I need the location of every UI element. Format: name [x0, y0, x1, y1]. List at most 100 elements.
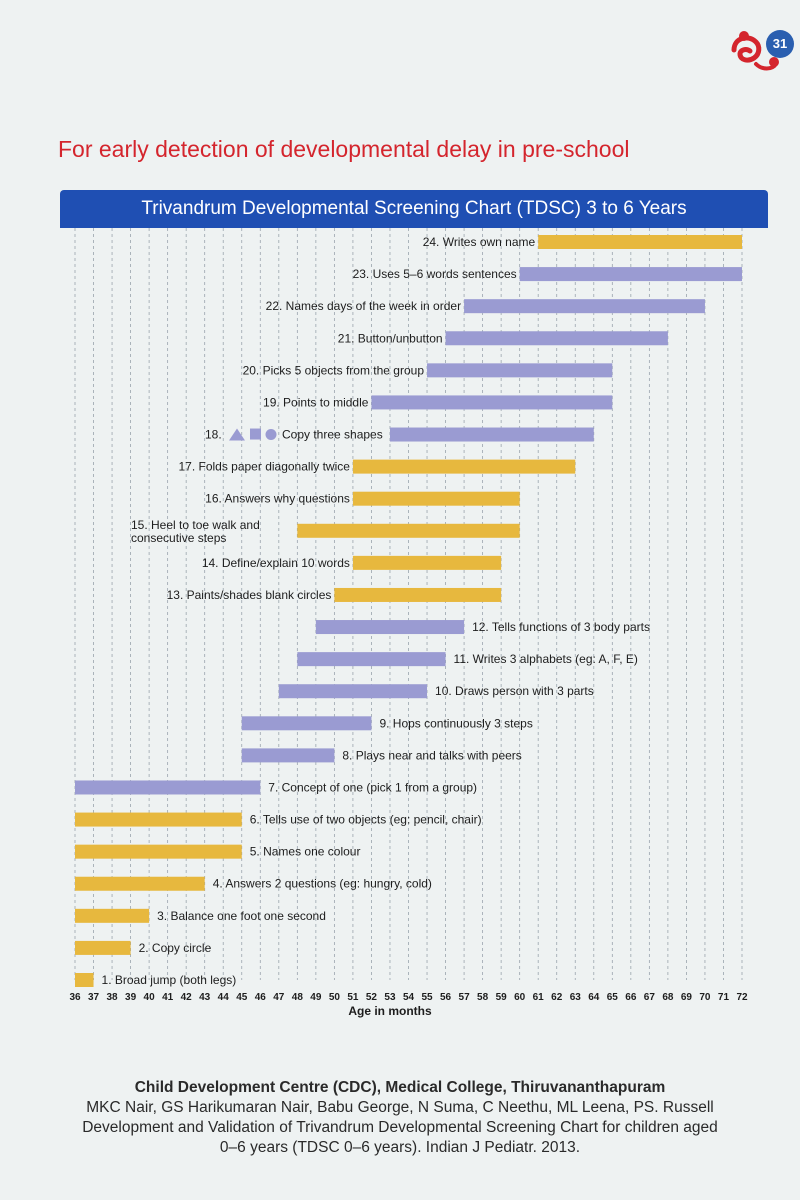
- chart-bars: [75, 235, 742, 987]
- milestone-label: 16. Answers why questions: [205, 492, 350, 506]
- tdsc-chart: 24. Writes own name 23. Uses 5–6 words se…: [69, 228, 748, 1018]
- chart-title: Trivandrum Developmental Screening Chart…: [60, 190, 768, 228]
- x-tick-label: 50: [329, 992, 341, 1003]
- x-tick-label: 36: [69, 992, 81, 1003]
- x-tick-label: 41: [162, 992, 174, 1003]
- milestone-bar: [75, 812, 242, 827]
- x-tick-label: 53: [384, 992, 396, 1003]
- x-tick-label: 38: [106, 992, 118, 1003]
- x-tick-label: 46: [255, 992, 267, 1003]
- milestone-bar: [538, 235, 742, 249]
- milestone-label: 22. Names days of the week in order: [266, 299, 461, 313]
- milestone-bar: [371, 395, 613, 410]
- milestone-bar: [75, 973, 94, 987]
- milestone-bar: [75, 844, 242, 859]
- milestone-bar: [75, 940, 131, 955]
- x-tick-label: 68: [662, 992, 674, 1003]
- milestone-bar: [464, 299, 705, 314]
- milestone-bar: [352, 555, 502, 570]
- x-tick-label: 48: [292, 992, 304, 1003]
- x-tick-label: 57: [459, 992, 471, 1003]
- credits-authors: MKC Nair, GS Harikumaran Nair, Babu Geor…: [86, 1099, 714, 1116]
- page-subtitle: For early detection of developmental del…: [58, 136, 630, 162]
- x-tick-label: 66: [625, 992, 637, 1003]
- milestone-label: 13. Paints/shades blank circles: [167, 588, 332, 602]
- milestone-label: 14. Define/explain 10 words: [202, 556, 350, 570]
- x-tick-label: 51: [347, 992, 359, 1003]
- milestone-label: 12. Tells functions of 3 body parts: [472, 620, 650, 634]
- milestone-label: 15. Heel to toe walk and: [131, 518, 260, 532]
- milestone-label: 3. Balance one foot one second: [157, 909, 326, 923]
- milestone-label: 17. Folds paper diagonally twice: [178, 460, 350, 474]
- x-tick-label: 52: [366, 992, 378, 1003]
- milestone-bar: [519, 267, 742, 282]
- milestone-label-2: Copy three shapes: [282, 428, 383, 442]
- x-tick-label: 71: [718, 992, 730, 1003]
- x-tick-label: 72: [736, 992, 748, 1003]
- chart-labels: 24. Writes own name 23. Uses 5–6 words se…: [102, 235, 650, 987]
- x-tick-label: 55: [421, 992, 433, 1003]
- milestone-label: 8. Plays near and talks with peers: [342, 748, 521, 762]
- x-tick-label: 56: [440, 992, 452, 1003]
- x-tick-label: 40: [144, 992, 156, 1003]
- milestone-bar: [352, 459, 576, 474]
- milestone-bar: [315, 620, 465, 635]
- milestone-bar: [241, 748, 335, 763]
- duck-logo-icon: [731, 31, 779, 71]
- milestone-label: 6. Tells use of two objects (eg: pencil,…: [250, 813, 482, 827]
- x-tick-label: 45: [236, 992, 248, 1003]
- milestone-label: 2. Copy circle: [139, 941, 212, 955]
- credits: Child Development Centre (CDC), Medical …: [0, 1078, 800, 1158]
- x-tick-label: 61: [533, 992, 545, 1003]
- credits-citation-2: 0–6 years (TDSC 0–6 years). Indian J Ped…: [219, 1139, 581, 1156]
- milestone-label-2: consecutive steps: [131, 531, 226, 545]
- milestone-bar: [241, 716, 372, 731]
- shapes-icon: [229, 428, 277, 441]
- milestone-bar: [445, 331, 668, 346]
- milestone-label: 9. Hops continuously 3 steps: [379, 716, 532, 730]
- milestone-bar: [278, 684, 428, 699]
- x-tick-label: 39: [125, 992, 137, 1003]
- milestone-label: 23. Uses 5–6 words sentences: [353, 267, 517, 281]
- x-tick-label: 47: [273, 992, 285, 1003]
- milestone-bar: [297, 652, 446, 667]
- milestone-label: 7. Concept of one (pick 1 from a group): [268, 780, 477, 794]
- x-tick-label: 69: [681, 992, 693, 1003]
- x-tick-label: 58: [477, 992, 489, 1003]
- x-tick-label: 49: [310, 992, 322, 1003]
- chart-x-axis-label: Age in months: [348, 1004, 432, 1018]
- x-tick-label: 62: [551, 992, 563, 1003]
- milestone-label: 5. Names one colour: [250, 845, 361, 859]
- x-tick-label: 44: [218, 992, 230, 1003]
- credits-citation-1: Development and Validation of Trivandrum…: [82, 1119, 718, 1136]
- milestone-label: 4. Answers 2 questions (eg: hungry, cold…: [213, 877, 432, 891]
- x-tick-label: 70: [699, 992, 711, 1003]
- x-tick-label: 42: [181, 992, 193, 1003]
- x-tick-label: 64: [588, 992, 600, 1003]
- milestone-label: 11. Writes 3 alphabets (eg: A, F, E): [454, 652, 638, 666]
- milestone-label: 20. Picks 5 objects from the group: [243, 363, 425, 377]
- milestone-bar: [297, 523, 520, 538]
- milestone-bar: [75, 876, 205, 891]
- milestone-bar: [75, 780, 261, 795]
- x-tick-label: 63: [570, 992, 582, 1003]
- milestone-label: 21. Button/unbutton: [338, 331, 443, 345]
- x-tick-label: 37: [88, 992, 100, 1003]
- milestone-label: 24. Writes own name: [423, 235, 536, 249]
- milestone-label: 18.: [205, 428, 222, 442]
- credits-organization: Child Development Centre (CDC), Medical …: [134, 1079, 666, 1096]
- x-tick-label: 60: [514, 992, 526, 1003]
- page-number: 31: [766, 30, 794, 58]
- milestone-bar: [75, 908, 150, 923]
- milestone-bar: [427, 363, 613, 378]
- milestone-label: 1. Broad jump (both legs): [102, 973, 237, 987]
- milestone-bar: [334, 587, 502, 602]
- x-tick-label: 65: [607, 992, 619, 1003]
- chart-x-ticks: 36 37 38 39 40 41 42 43 44 45 46 47 48 49 50 51 52 53 54 55…: [69, 992, 748, 1003]
- x-tick-label: 43: [199, 992, 211, 1003]
- milestone-label: 19. Points to middle: [263, 395, 369, 409]
- milestone-bar: [352, 491, 520, 506]
- milestone-label: 10. Draws person with 3 parts: [435, 684, 594, 698]
- x-tick-label: 67: [644, 992, 656, 1003]
- x-tick-label: 59: [496, 992, 508, 1003]
